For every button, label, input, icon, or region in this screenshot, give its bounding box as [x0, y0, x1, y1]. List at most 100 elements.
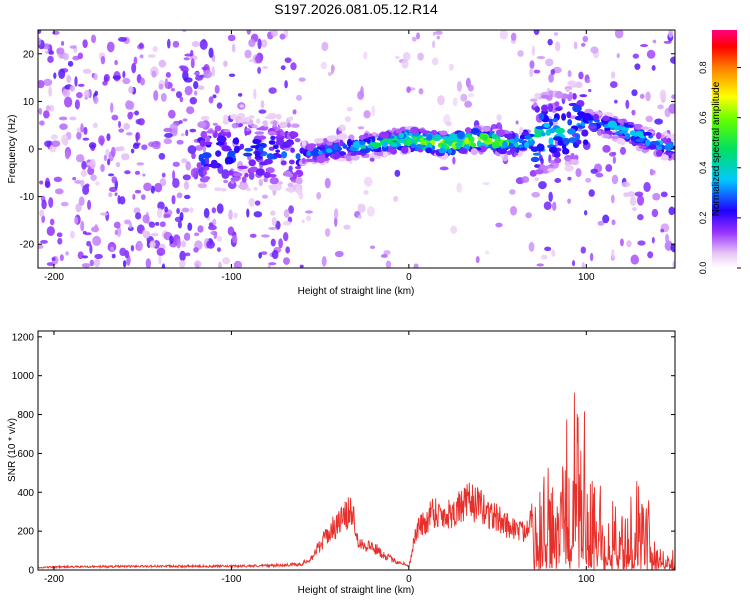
heatmap-cell: [86, 240, 92, 247]
heatmap-cell: [581, 42, 586, 47]
colorbar-tick-label: 0.0: [698, 262, 708, 275]
heatmap-cell: [582, 113, 592, 121]
heatmap-cell: [228, 170, 234, 174]
heatmap-cell: [645, 139, 651, 147]
heatmap-cell: [142, 230, 147, 235]
heatmap-cell: [178, 65, 187, 69]
heatmap-cell: [540, 157, 544, 165]
heatmap-cell: [565, 87, 571, 92]
heatmap-cell: [133, 207, 141, 214]
heatmap-cell: [81, 263, 91, 268]
heatmap-cell: [233, 212, 238, 219]
heatmap-cell: [208, 96, 214, 104]
heatmap-cell: [110, 146, 116, 158]
heatmap-cell: [417, 148, 424, 153]
heatmap-cell: [459, 148, 467, 154]
heatmap-cell: [371, 142, 382, 148]
heatmap-cell: [183, 180, 190, 190]
heatmap-cell: [531, 191, 541, 198]
heatmap-cell: [44, 180, 51, 189]
heatmap-cell: [416, 32, 421, 40]
heatmap-cell: [572, 93, 577, 100]
heatmap-cell: [237, 165, 248, 170]
heatmap-cell: [579, 94, 588, 98]
heatmap-cell: [502, 140, 508, 149]
heatmap-cell: [296, 94, 303, 101]
heatmap-cell: [49, 104, 55, 112]
heatmap-cell: [246, 187, 251, 192]
heatmap-cell: [499, 30, 509, 40]
heatmap-cell: [238, 92, 243, 97]
heatmap-cell: [134, 189, 142, 194]
heatmap-cell: [190, 168, 197, 178]
heatmap-cell: [582, 35, 589, 43]
heatmap-cell: [482, 182, 490, 186]
heatmap-cell: [491, 133, 497, 140]
heatmap-cell: [510, 32, 517, 41]
snr-xtick-label: -100: [221, 574, 241, 585]
heatmap-cell: [180, 133, 185, 137]
heatmap-cell: [655, 149, 663, 157]
heatmap-cell: [394, 55, 400, 60]
heatmap-cell: [241, 176, 247, 183]
heatmap-cell: [271, 216, 277, 226]
heatmap-cell: [225, 131, 232, 139]
heatmap-cell: [185, 129, 189, 137]
heatmap-cell: [545, 58, 554, 67]
heatmap-cell: [253, 186, 258, 191]
heatmap-cell: [295, 177, 303, 185]
heatmap-cell: [214, 187, 222, 191]
colorbar-tick-label: 0.6: [698, 111, 708, 124]
heatmap-cell: [211, 207, 217, 214]
snr-ytick-label: 0: [28, 566, 34, 577]
heatmap-cell: [320, 61, 328, 70]
heatmap-cell: [161, 263, 166, 268]
heatmap-cell: [638, 145, 647, 149]
heatmap-cell: [150, 232, 159, 237]
heatmap-cell: [44, 43, 50, 47]
heatmap-cell: [249, 233, 257, 238]
heatmap-cell: [280, 131, 285, 136]
heatmap-cell: [571, 260, 576, 267]
heatmap-cell: [602, 115, 610, 121]
heatmap-cell: [147, 54, 156, 58]
heatmap-cell: [111, 114, 119, 121]
heatmap-cell: [239, 143, 245, 150]
heatmap-cell: [38, 244, 44, 249]
heatmap-cell: [116, 226, 122, 237]
heatmap-cell: [624, 124, 634, 128]
heatmap-xtick-label: 100: [578, 272, 595, 283]
heatmap-cell: [550, 69, 556, 76]
heatmap-cell: [619, 146, 626, 155]
heatmap-cell: [227, 180, 237, 190]
heatmap-cell: [288, 131, 299, 138]
heatmap-cell: [417, 52, 424, 61]
heatmap-cell: [238, 118, 247, 123]
heatmap-cell: [509, 206, 518, 216]
heatmap-cell: [272, 144, 279, 150]
heatmap-cell: [215, 141, 225, 146]
heatmap-cell: [618, 119, 624, 124]
heatmap-cell: [416, 144, 427, 148]
heatmap-cell: [543, 201, 552, 210]
heatmap-cell: [156, 208, 163, 219]
heatmap-cell: [202, 176, 211, 181]
snr-y-ticks: 0 200 400 600 800 1000 1200: [12, 332, 675, 577]
heatmap-cell: [282, 221, 292, 226]
heatmap-cell: [589, 252, 594, 262]
heatmap-cell: [659, 89, 667, 101]
heatmap-cell: [223, 179, 229, 184]
heatmap-cell: [536, 56, 546, 60]
heatmap-cell: [193, 247, 199, 253]
heatmap-cell: [118, 36, 127, 42]
heatmap-cell: [118, 128, 125, 133]
heatmap-cell: [547, 102, 554, 113]
heatmap-cell: [333, 208, 339, 219]
colorbar-ticks: 0.0 0.2 0.4 0.6 0.8: [698, 61, 741, 274]
heatmap-cell: [602, 144, 611, 153]
heatmap-cell: [668, 206, 675, 216]
heatmap-cell: [456, 131, 465, 140]
heatmap-cell: [452, 156, 456, 165]
heatmap-cell: [469, 128, 480, 134]
heatmap-cell: [441, 136, 452, 141]
